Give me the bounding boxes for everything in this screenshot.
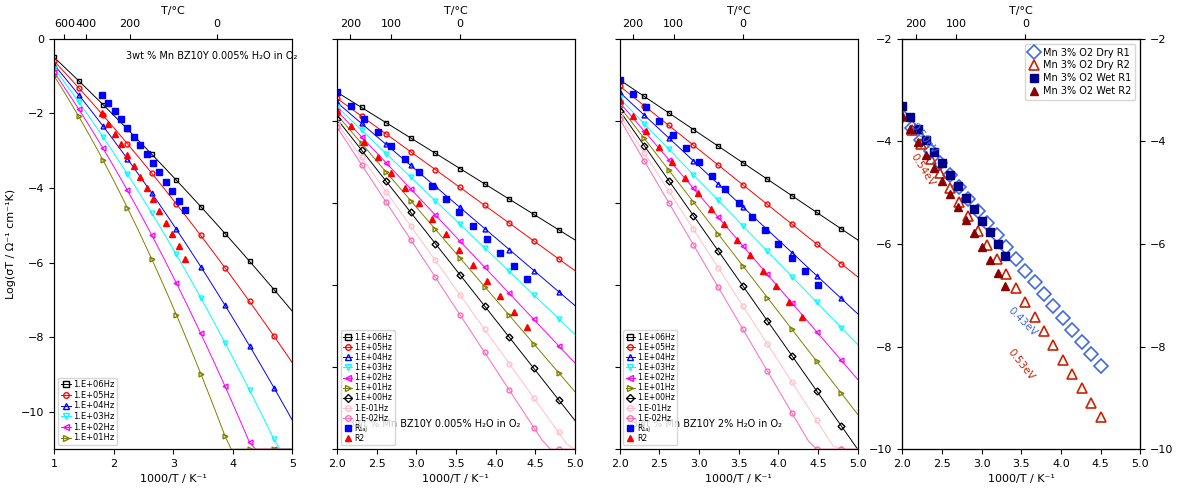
Mn 3% O2 Wet R2 [950,204,964,210]
Mn 3% O2 Dry R1 [999,244,1013,250]
Legend: 1.E+06Hz, 1.E+05Hz, 1.E+04Hz, 1.E+03Hz, 1.E+02Hz, 1.E+01Hz, 1.E+00Hz, 1.E-01Hz, : 1.E+06Hz, 1.E+05Hz, 1.E+04Hz, 1.E+03Hz, … [624,330,678,445]
X-axis label: 1000/T / K⁻¹: 1000/T / K⁻¹ [705,474,772,485]
Mn 3% O2 Dry R1 [970,208,984,214]
Mn 3% O2 Wet R2 [990,270,1005,276]
Mn 3% O2 Dry R2 [1066,371,1080,377]
Mn 3% O2 Dry R2 [999,270,1013,276]
Mn 3% O2 Dry R1 [961,196,975,202]
Mn 3% O2 Wet R2 [895,113,909,119]
Text: 3wt % Mn BZ10Y 2% H₂O in O₂: 3wt % Mn BZ10Y 2% H₂O in O₂ [632,418,782,429]
Mn 3% O2 Wet R1 [999,253,1013,259]
Line: Mn 3% O2 Dry R2: Mn 3% O2 Dry R2 [897,111,1106,422]
Mn 3% O2 Wet R2 [920,152,934,158]
Mn 3% O2 Wet R2 [959,218,973,223]
Mn 3% O2 Wet R2 [943,191,957,197]
Mn 3% O2 Wet R2 [999,283,1013,289]
Mn 3% O2 Wet R2 [935,178,949,184]
Mn 3% O2 Dry R2 [914,142,928,147]
X-axis label: T/°C: T/°C [726,5,751,16]
Mn 3% O2 Dry R1 [989,232,1003,238]
Mn 3% O2 Dry R2 [951,199,966,205]
Mn 3% O2 Wet R2 [903,126,917,132]
Mn 3% O2 Dry R2 [933,170,947,176]
Mn 3% O2 Dry R2 [904,127,918,133]
X-axis label: T/°C: T/°C [1009,5,1033,16]
Mn 3% O2 Wet R1 [967,206,981,212]
Mn 3% O2 Dry R2 [1085,400,1099,406]
Mn 3% O2 Dry R2 [980,242,994,248]
X-axis label: 1000/T / K⁻¹: 1000/T / K⁻¹ [422,474,489,485]
Mn 3% O2 Dry R1 [904,125,918,131]
Mn 3% O2 Dry R1 [951,184,966,190]
Mn 3% O2 Wet R2 [982,257,996,263]
Mn 3% O2 Dry R2 [1094,414,1108,420]
Mn 3% O2 Wet R1 [935,160,949,166]
Mn 3% O2 Dry R1 [1027,279,1041,285]
X-axis label: T/°C: T/°C [162,5,185,16]
X-axis label: T/°C: T/°C [444,5,468,16]
Mn 3% O2 Wet R1 [950,183,964,189]
Mn 3% O2 Wet R1 [895,102,909,108]
Mn 3% O2 Dry R1 [1085,351,1099,357]
Mn 3% O2 Dry R1 [1017,268,1032,273]
X-axis label: 1000/T / K⁻¹: 1000/T / K⁻¹ [140,474,206,485]
Mn 3% O2 Wet R2 [975,244,989,249]
Text: 0.50eV: 0.50eV [909,121,938,156]
Text: 3wt % Mn BZ10Y 0.005% H₂O in O₂: 3wt % Mn BZ10Y 0.005% H₂O in O₂ [126,51,297,61]
Mn 3% O2 Wet R1 [990,241,1005,247]
Mn 3% O2 Dry R1 [1038,292,1052,297]
Mn 3% O2 Wet R1 [927,149,941,155]
Mn 3% O2 Dry R2 [1056,357,1071,363]
Mn 3% O2 Dry R1 [1094,363,1108,369]
Line: Mn 3% O2 Dry R1: Mn 3% O2 Dry R1 [897,111,1106,370]
Mn 3% O2 Dry R1 [914,137,928,143]
Mn 3% O2 Wet R2 [911,139,926,145]
Mn 3% O2 Dry R1 [923,148,937,154]
Mn 3% O2 Wet R1 [911,125,926,131]
Mn 3% O2 Dry R2 [961,213,975,219]
Mn 3% O2 Dry R2 [1075,386,1089,392]
Mn 3% O2 Wet R1 [982,229,996,235]
Mn 3% O2 Wet R1 [975,218,989,224]
Mn 3% O2 Wet R2 [927,165,941,171]
Text: 3wt % Mn BZ10Y 0.005% H₂O in O₂: 3wt % Mn BZ10Y 0.005% H₂O in O₂ [349,418,520,429]
Mn 3% O2 Dry R2 [942,185,956,191]
Mn 3% O2 Dry R1 [980,220,994,226]
Mn 3% O2 Dry R2 [1038,328,1052,334]
Line: Mn 3% O2 Wet R1: Mn 3% O2 Wet R1 [898,101,1009,260]
Mn 3% O2 Dry R1 [1075,339,1089,345]
Mn 3% O2 Wet R1 [903,114,917,120]
Mn 3% O2 Wet R2 [967,231,981,237]
Legend: 1.E+06Hz, 1.E+05Hz, 1.E+04Hz, 1.E+03Hz, 1.E+02Hz, 1.E+01Hz: 1.E+06Hz, 1.E+05Hz, 1.E+04Hz, 1.E+03Hz, … [59,378,117,445]
Mn 3% O2 Dry R1 [1066,327,1080,333]
Mn 3% O2 Dry R2 [895,113,909,119]
Legend: 1.E+06Hz, 1.E+05Hz, 1.E+04Hz, 1.E+03Hz, 1.E+02Hz, 1.E+01Hz, 1.E+00Hz, 1.E-01Hz, : 1.E+06Hz, 1.E+05Hz, 1.E+04Hz, 1.E+03Hz, … [341,330,395,445]
Mn 3% O2 Dry R2 [923,156,937,162]
Mn 3% O2 Wet R1 [943,172,957,178]
Text: 0.53eV: 0.53eV [1006,346,1036,382]
Text: 0.54eV: 0.54eV [909,152,936,188]
Mn 3% O2 Dry R1 [1056,315,1071,321]
Mn 3% O2 Wet R1 [920,137,934,143]
Mn 3% O2 Dry R1 [1047,303,1061,309]
Line: Mn 3% O2 Wet R2: Mn 3% O2 Wet R2 [898,112,1009,290]
Mn 3% O2 Dry R1 [933,160,947,166]
Mn 3% O2 Dry R2 [1008,285,1022,291]
Mn 3% O2 Wet R1 [959,195,973,201]
Mn 3% O2 Dry R1 [1008,256,1022,262]
Mn 3% O2 Dry R2 [1047,343,1061,348]
X-axis label: 1000/T / K⁻¹: 1000/T / K⁻¹ [988,474,1055,485]
Mn 3% O2 Dry R2 [1017,299,1032,305]
Mn 3% O2 Dry R2 [970,228,984,234]
Y-axis label: Log(σT / Ω⁻¹ cm⁻¹K): Log(σT / Ω⁻¹ cm⁻¹K) [6,189,15,299]
Mn 3% O2 Dry R2 [989,256,1003,262]
Legend: Mn 3% O2 Dry R1, Mn 3% O2 Dry R2, Mn 3% O2 Wet R1, Mn 3% O2 Wet R2: Mn 3% O2 Dry R1, Mn 3% O2 Dry R2, Mn 3% … [1025,44,1135,100]
Mn 3% O2 Dry R1 [895,113,909,119]
Mn 3% O2 Dry R2 [1027,314,1041,319]
Mn 3% O2 Dry R1 [942,172,956,178]
Text: 0.43eV: 0.43eV [1006,306,1039,339]
